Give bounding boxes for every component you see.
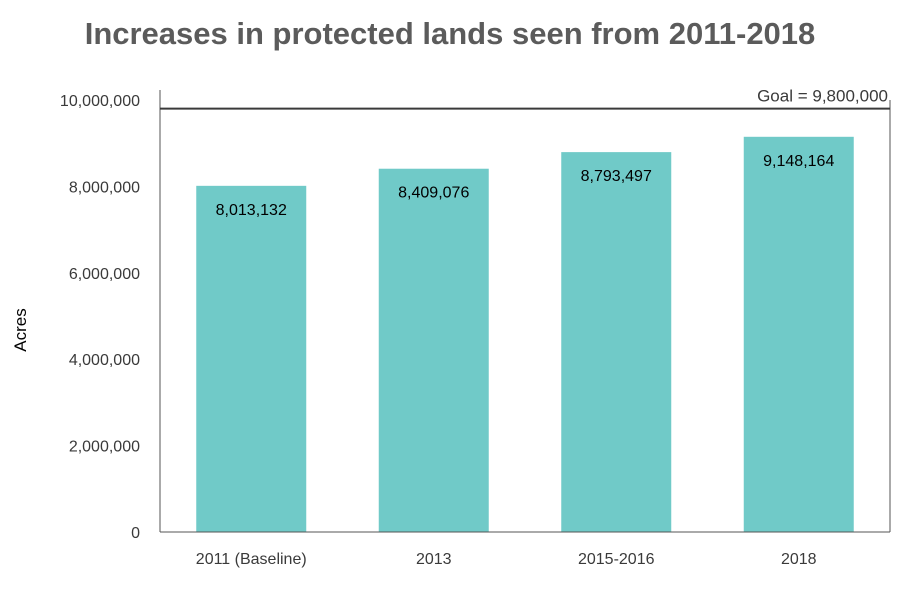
x-tick-label: 2013 — [416, 551, 452, 568]
axes — [159, 90, 891, 533]
y-tick-label: 0 — [131, 525, 140, 542]
bar — [561, 152, 672, 533]
bar — [196, 185, 307, 532]
bar-value-label: 9,148,164 — [763, 153, 834, 170]
bar-value-label: 8,793,497 — [581, 168, 652, 185]
bar — [743, 136, 854, 532]
y-axis-label: Acres — [11, 308, 30, 351]
y-tick-label: 2,000,000 — [69, 439, 140, 456]
y-tick-label: 4,000,000 — [69, 352, 140, 369]
bar-value-label: 8,409,076 — [398, 185, 469, 202]
x-tick-label: 2011 (Baseline) — [196, 551, 307, 568]
goal-label: Goal = 9,800,000 — [757, 87, 888, 106]
bars — [196, 136, 854, 533]
chart-title: Increases in protected lands seen from 2… — [84, 16, 816, 51]
y-tick-label: 8,000,000 — [69, 179, 140, 196]
y-tick-label: 10,000,000 — [60, 93, 140, 110]
bar — [378, 168, 489, 533]
y-tick-label: 6,000,000 — [69, 266, 140, 283]
value-labels: 8,013,132 8,409,076 8,793,497 9,148,164 — [216, 153, 835, 219]
category-labels: 2011 (Baseline) 2013 2015-2016 2018 — [196, 551, 817, 568]
x-tick-label: 2018 — [781, 551, 817, 568]
y-axis-ticks: 0 2,000,000 4,000,000 6,000,000 8,000,000 10,… — [60, 93, 140, 542]
bar-value-label: 8,013,132 — [216, 202, 287, 219]
x-tick-label: 2015-2016 — [578, 551, 655, 568]
goal-line-group: Goal = 9,800,000 — [160, 87, 890, 110]
